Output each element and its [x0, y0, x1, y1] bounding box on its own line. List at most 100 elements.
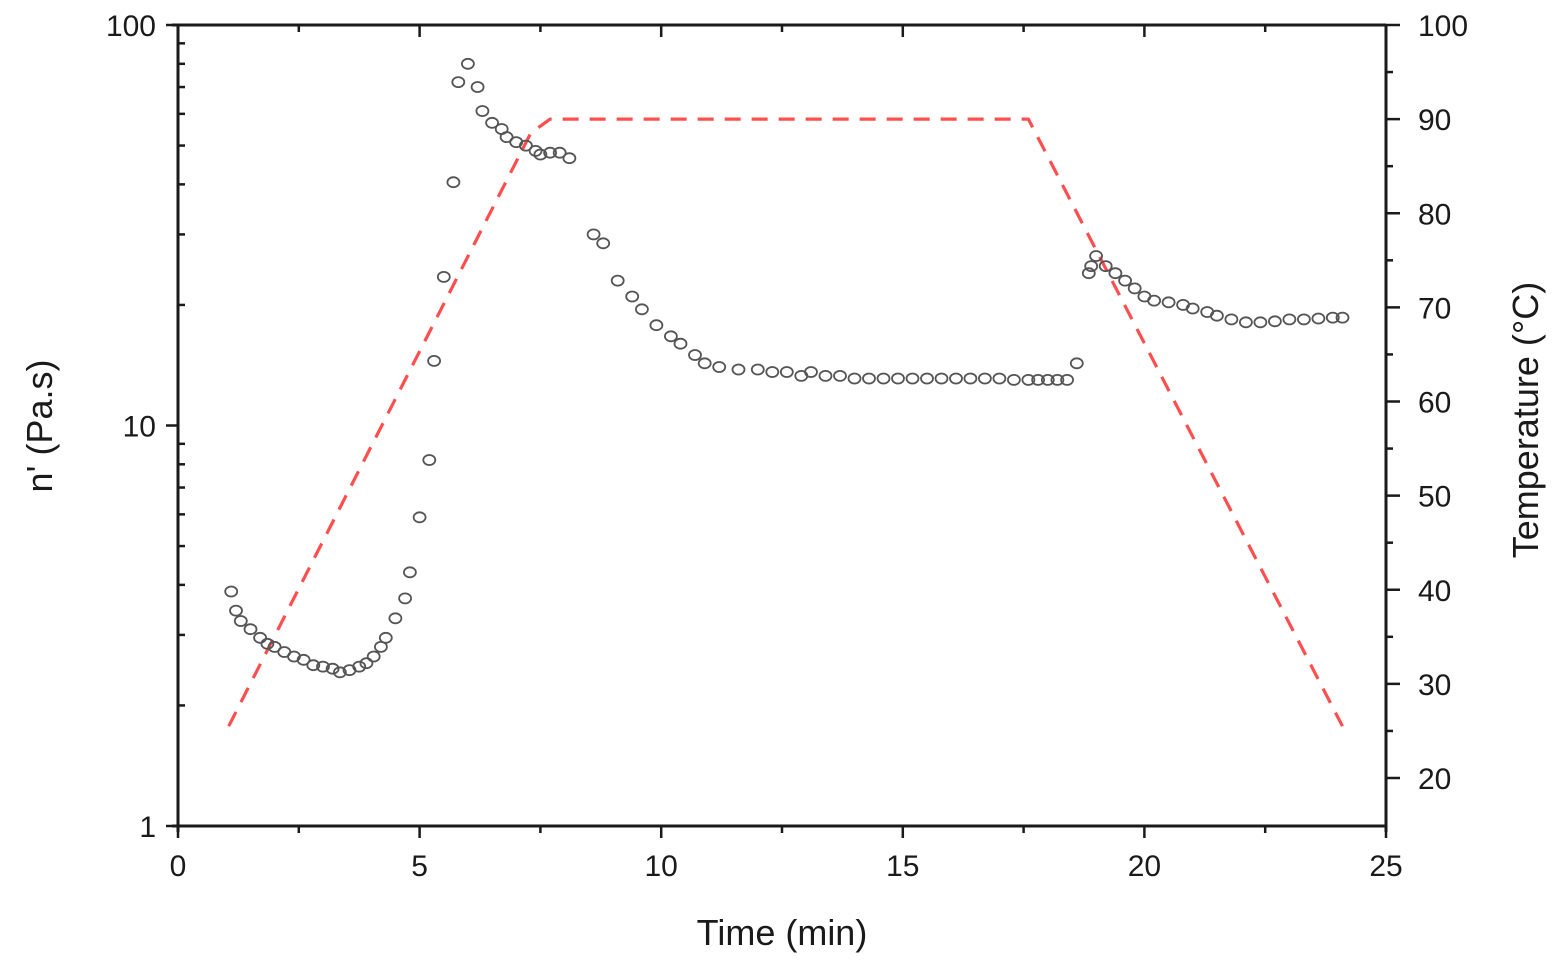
x-axis-title: Time (min) [697, 912, 868, 953]
y2-tick-label: 20 [1418, 763, 1451, 796]
viscosity-marker [224, 585, 239, 598]
viscosity-marker [673, 337, 688, 350]
viscosity-marker [325, 662, 340, 675]
viscosity-marker [1239, 316, 1253, 329]
viscosity-marker [862, 372, 876, 385]
y-tick-label: 10 [123, 411, 156, 444]
viscosity-marker [332, 666, 347, 679]
x-tick-label: 0 [170, 850, 187, 883]
viscosity-marker [1161, 296, 1176, 309]
viscosity-marker [731, 363, 746, 376]
viscosity-marker [1084, 260, 1099, 273]
y2-tick-label: 80 [1418, 198, 1451, 231]
viscosity-marker [378, 631, 393, 644]
viscosity-marker [833, 369, 847, 382]
viscosity-marker [1118, 274, 1132, 287]
viscosity-marker [697, 357, 712, 370]
viscosity-marker [388, 612, 403, 625]
viscosity-marker [267, 641, 282, 653]
viscosity-marker [625, 290, 640, 303]
viscosity-marker [1127, 282, 1142, 295]
y2-tick-label: 70 [1418, 292, 1451, 325]
y-tick-label: 1 [139, 811, 156, 844]
y2-tick-label: 30 [1418, 669, 1451, 702]
viscosity-marker [1021, 373, 1036, 386]
viscosity-marker [485, 116, 500, 129]
y2-tick-label: 40 [1418, 575, 1451, 608]
viscosity-marker [1325, 311, 1340, 324]
x-tick-label: 10 [645, 850, 678, 883]
viscosity-marker [243, 623, 258, 636]
viscosity-marker [1040, 373, 1055, 386]
viscosity-marker [412, 511, 427, 524]
viscosity-series [224, 57, 1350, 679]
viscosity-marker [934, 372, 949, 385]
viscosity-marker [920, 372, 934, 385]
viscosity-marker [552, 146, 567, 159]
y-tick-label: 100 [106, 10, 156, 43]
viscosity-marker [596, 237, 611, 250]
y2-tick-label: 90 [1418, 104, 1451, 137]
viscosity-marker [519, 139, 533, 152]
viscosity-marker [664, 330, 678, 343]
viscosity-marker [398, 592, 413, 605]
viscosity-marker [1253, 316, 1268, 329]
temperature-dashed-line [227, 117, 1344, 727]
temperature-series [227, 117, 1344, 727]
viscosity-marker [1007, 373, 1021, 386]
viscosity-marker [688, 349, 702, 361]
viscosity-marker [451, 76, 466, 88]
viscosity-marker [402, 566, 417, 579]
viscosity-marker [765, 366, 780, 378]
viscosity-marker [847, 372, 862, 385]
viscosity-marker [1031, 373, 1045, 386]
viscosity-marker [562, 152, 577, 165]
viscosity-marker [359, 657, 374, 670]
y-axis-left: 1 10 100 [106, 10, 185, 844]
x-tick-label: 20 [1128, 850, 1161, 883]
viscosity-marker [1297, 313, 1311, 326]
y2-tick-label: 60 [1418, 387, 1451, 420]
viscosity-marker [963, 372, 978, 385]
viscosity-marker [750, 363, 765, 376]
viscosity-marker [470, 81, 485, 93]
y2-axis-title: Temperature (°C) [1505, 282, 1546, 558]
viscosity-marker [316, 660, 330, 673]
viscosity-marker [446, 176, 461, 189]
x-axis: 0 5 10 15 20 25 [170, 25, 1403, 883]
viscosity-marker [436, 270, 451, 283]
viscosity-marker [352, 660, 367, 673]
viscosity-marker [610, 274, 625, 287]
viscosity-marker [229, 604, 243, 617]
viscosity-marker [1224, 313, 1239, 326]
viscosity-marker [992, 372, 1007, 385]
viscosity-marker [233, 615, 248, 627]
viscosity-marker [528, 144, 543, 157]
viscosity-marker [296, 653, 311, 666]
viscosity-marker [905, 372, 920, 385]
viscosity-marker [306, 659, 321, 672]
viscosity-marker [586, 228, 601, 241]
viscosity-marker [1335, 311, 1350, 324]
viscosity-marker [543, 146, 557, 159]
x-tick-label: 15 [886, 850, 919, 883]
viscosity-marker [649, 319, 664, 332]
y-axis-right: 20 30 40 50 60 70 80 90 100 [1386, 10, 1468, 796]
viscosity-marker [876, 372, 891, 385]
y2-tick-label: 50 [1418, 481, 1451, 514]
viscosity-marker [422, 454, 437, 466]
viscosity-marker [818, 369, 833, 382]
viscosity-marker [460, 57, 475, 70]
viscosity-marker [1089, 250, 1103, 262]
viscosity-marker [253, 631, 268, 644]
viscosity-marker [427, 354, 442, 367]
viscosity-marker [1081, 267, 1096, 280]
viscosity-marker [1282, 313, 1297, 326]
y-axis-title: n' (Pa.s) [19, 360, 60, 493]
viscosity-marker [804, 366, 818, 378]
viscosity-marker [712, 361, 727, 373]
viscosity-marker [1311, 312, 1326, 325]
viscosity-marker [1098, 260, 1113, 273]
viscosity-marker [1050, 373, 1065, 386]
